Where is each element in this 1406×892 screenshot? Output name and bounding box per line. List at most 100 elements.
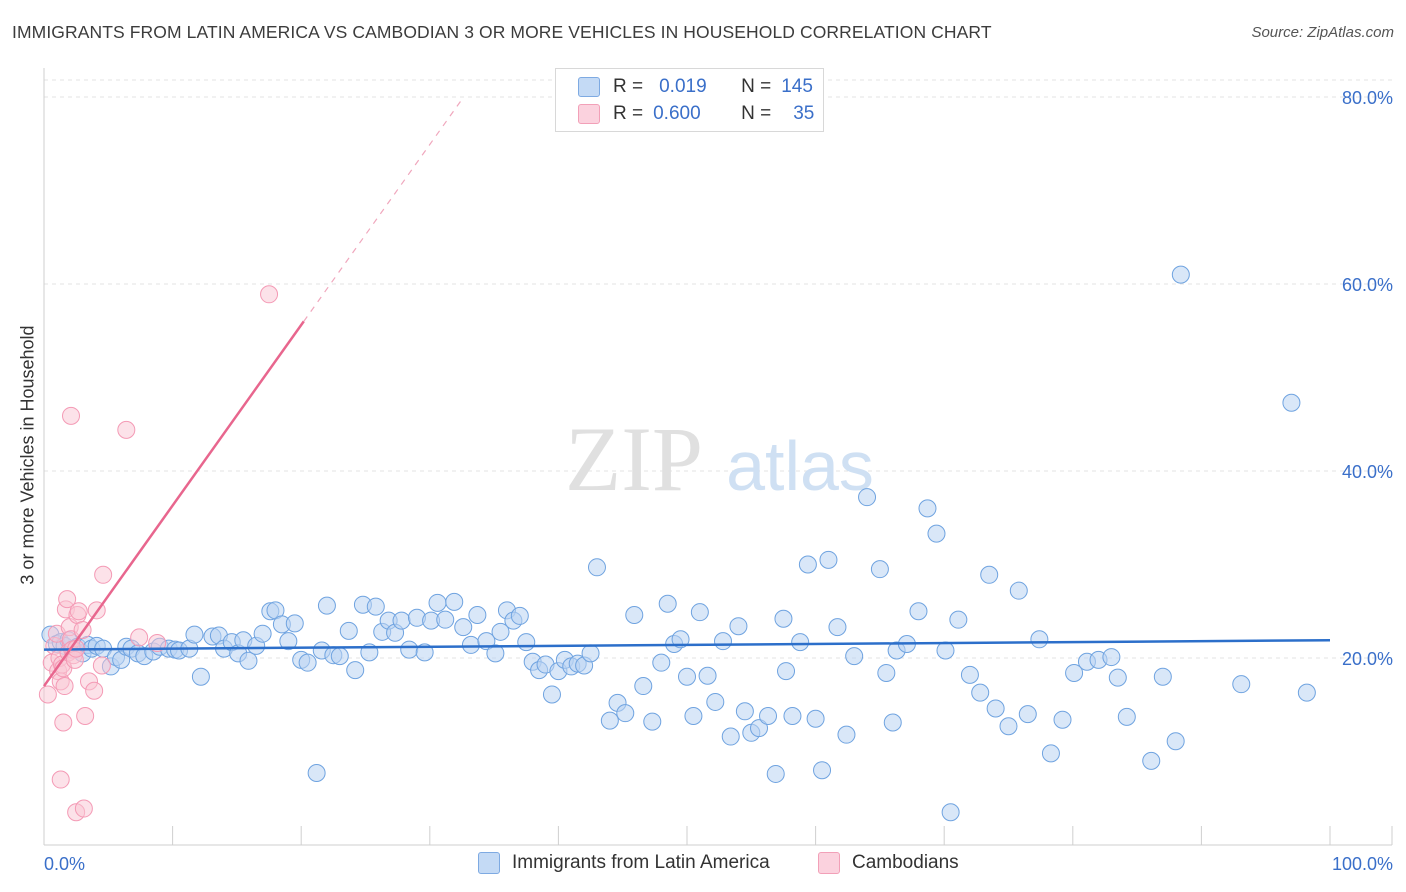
legend-r-value: 0.600 (653, 103, 701, 124)
point-latin-america (317, 596, 336, 615)
point-latin-america (185, 625, 204, 644)
point-latin-america (600, 711, 619, 730)
point-latin-america (400, 640, 419, 659)
x-tick-label: 0.0% (44, 854, 85, 874)
point-latin-america (909, 602, 928, 621)
point-latin-america (936, 641, 955, 660)
source-label: Source: ZipAtlas.com (1251, 24, 1394, 41)
point-latin-america (941, 803, 960, 822)
legend-row-latin-america: R = 0.019 N = 145 (578, 75, 813, 99)
point-latin-america (461, 635, 480, 654)
point-latin-america (721, 727, 740, 746)
point-latin-america (706, 692, 725, 711)
legend-n-label: N = (741, 103, 772, 124)
point-latin-america (828, 618, 847, 637)
point-latin-america (517, 633, 536, 652)
legend-r-value: 0.019 (659, 76, 707, 97)
bottom-legend-swatch-pink (818, 852, 840, 874)
point-latin-america (813, 761, 832, 780)
point-latin-america (1142, 751, 1161, 770)
point-latin-america (949, 610, 968, 629)
point-latin-america (1108, 668, 1127, 687)
y-axis-label: 3 or more Vehicles in Household (17, 325, 38, 585)
point-latin-america (454, 618, 473, 637)
point-latin-america (445, 592, 464, 611)
point-cambodians (54, 713, 73, 732)
point-latin-america (858, 488, 877, 507)
point-latin-america (392, 611, 411, 630)
point-cambodians (62, 406, 81, 425)
point-latin-america (307, 764, 326, 783)
point-latin-america (330, 647, 349, 666)
point-latin-america (339, 621, 358, 640)
point-cambodians (94, 565, 113, 584)
point-latin-america (279, 632, 298, 651)
point-latin-america (652, 653, 671, 672)
point-latin-america (468, 605, 487, 624)
point-latin-america (1153, 667, 1172, 686)
point-latin-america (191, 667, 210, 686)
point-latin-america (927, 524, 946, 543)
legend-swatch-pink (578, 104, 600, 124)
point-latin-america (819, 550, 838, 569)
bottom-legend-latin-america: Immigrants from Latin America (478, 852, 770, 874)
point-cambodians (117, 420, 136, 439)
point-latin-america (999, 717, 1018, 736)
watermark-atlas: atlas (726, 427, 874, 505)
point-cambodians (69, 602, 88, 621)
legend-n-value: 145 (781, 76, 813, 97)
point-cambodians (55, 677, 74, 696)
point-latin-america (486, 644, 505, 663)
legend-r-label: R = (613, 103, 644, 124)
tick-labels: 20.0% 40.0% 60.0% 80.0% 0.0% 100.0% (44, 88, 1393, 874)
legend-n-label: N = (741, 76, 772, 97)
point-latin-america (729, 617, 748, 636)
point-latin-america (883, 713, 902, 732)
point-latin-america (1018, 705, 1037, 724)
point-latin-america (428, 593, 447, 612)
point-latin-america (1297, 683, 1316, 702)
point-latin-america (971, 683, 990, 702)
watermark: ZIP atlas (565, 408, 874, 510)
point-latin-america (774, 609, 793, 628)
point-latin-america (671, 630, 690, 649)
point-latin-america (253, 624, 272, 643)
point-latin-america (783, 706, 802, 725)
series-latin-america (41, 265, 1316, 822)
y-tick-label: 80.0% (1342, 88, 1393, 108)
point-latin-america (285, 614, 304, 633)
point-latin-america (658, 594, 677, 613)
point-latin-america (791, 633, 810, 652)
point-latin-america (625, 605, 644, 624)
bottom-legend-cambodians: Cambodians (818, 852, 959, 874)
bottom-legend-label: Cambodians (852, 852, 959, 873)
trend-line-cambodians-extension (303, 96, 465, 322)
y-tick-label: 40.0% (1342, 462, 1393, 482)
point-latin-america (806, 709, 825, 728)
point-latin-america (587, 558, 606, 577)
point-latin-america (1009, 581, 1028, 600)
point-latin-america (491, 622, 510, 641)
watermark-zip: ZIP (565, 408, 703, 510)
trend-line-cambodians (42, 320, 305, 687)
point-latin-america (1102, 648, 1121, 667)
point-latin-america (239, 651, 258, 670)
point-latin-america (759, 706, 778, 725)
point-latin-america (366, 597, 385, 616)
gridlines (44, 79, 1392, 659)
point-latin-america (678, 667, 696, 686)
point-latin-america (735, 702, 754, 721)
legend-swatch-blue (578, 77, 600, 97)
point-latin-america (436, 610, 455, 629)
point-latin-america (777, 662, 796, 681)
series-cambodians (38, 285, 279, 822)
point-cambodians (51, 770, 70, 789)
point-cambodians (58, 590, 77, 609)
point-latin-america (346, 661, 365, 680)
point-cambodians (130, 628, 149, 647)
point-latin-america (714, 632, 733, 651)
point-latin-america (986, 699, 1005, 718)
point-latin-america (643, 712, 662, 731)
point-latin-america (542, 685, 561, 704)
point-cambodians (148, 634, 167, 653)
